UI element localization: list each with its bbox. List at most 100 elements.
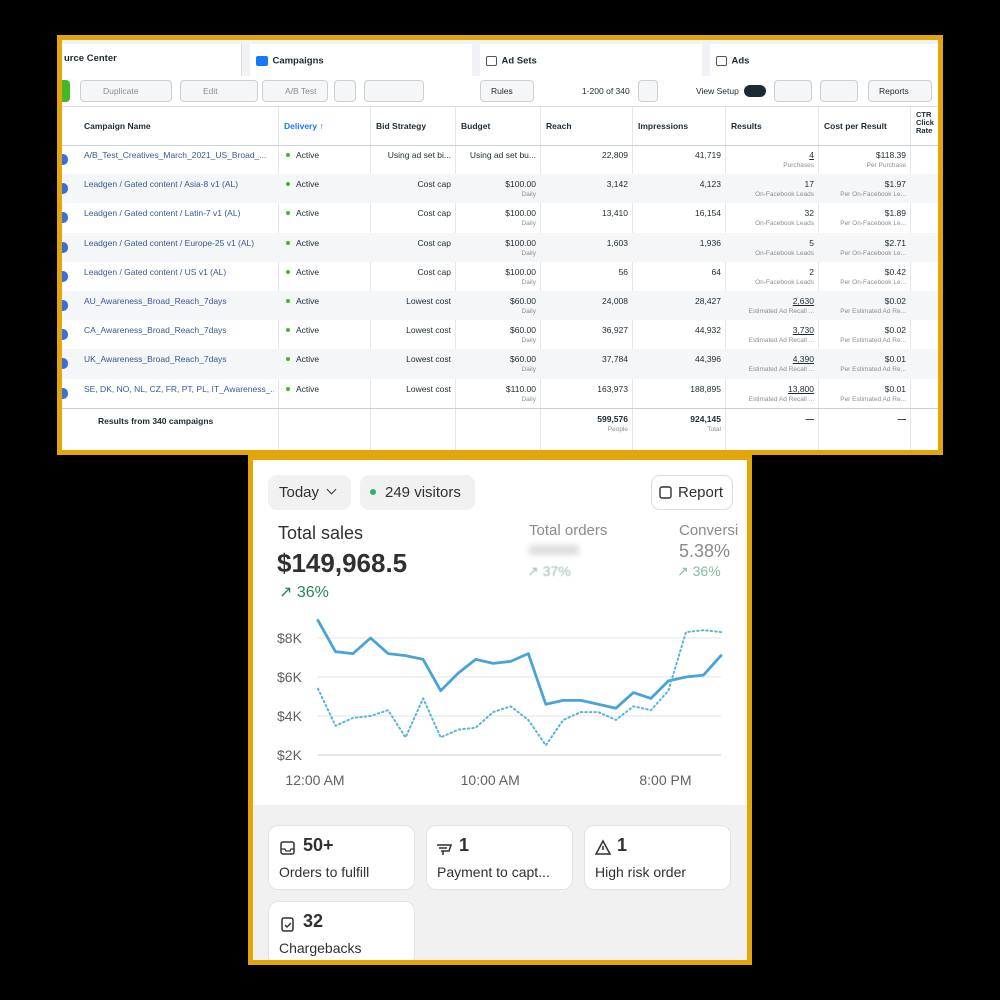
card[interactable]: 1 High risk order — [584, 825, 731, 890]
cell-note: Estimated Ad Recall ... — [748, 308, 814, 315]
cell-reach: 24,008 — [602, 296, 628, 306]
cell-budget: $100.00 — [505, 237, 536, 248]
edit-button[interactable]: Edit — [180, 80, 258, 102]
cell-note: On-Facebook Leads — [755, 191, 814, 199]
x-tick-label: 10:00 AM — [461, 772, 520, 788]
cell-cost-per-result: $118.39 — [875, 150, 906, 160]
cell-reach: 22,809 — [602, 150, 628, 160]
prev-button[interactable] — [638, 80, 658, 102]
row-marker — [62, 300, 68, 311]
cell-results: 2 — [809, 266, 814, 277]
cell-note: Estimated Ad Recall ... — [748, 337, 814, 345]
cell-reach: 1,603 — [606, 237, 628, 248]
cell-name: CA_Awareness_Broad_Reach_7days — [84, 325, 227, 336]
cell-bid-strategy: Lowest cost — [406, 296, 451, 306]
cell-impressions: 41,719 — [695, 150, 721, 160]
visitors[interactable]: 249 visitors — [360, 475, 475, 510]
column-divider — [632, 107, 633, 450]
pagination: 1-200 of 340 — [582, 86, 630, 96]
metric-label: Total orders — [529, 522, 608, 539]
duplicate-button[interactable]: Duplicate — [80, 80, 172, 102]
ab-test-button[interactable]: A/B Test — [262, 80, 328, 102]
delivery-status: Active — [296, 237, 320, 248]
cell-impressions: 16,154 — [695, 208, 721, 219]
metric-value: 5.38% — [679, 541, 731, 561]
card-label: Chargebacks — [279, 940, 362, 956]
create-button[interactable] — [62, 80, 70, 102]
cell-results: 4 — [809, 150, 814, 160]
tab-label: Ad Sets — [501, 55, 537, 67]
columns-button[interactable] — [774, 80, 812, 102]
tab-label: Campaigns — [272, 55, 324, 67]
column-divider — [725, 107, 726, 450]
row-marker — [62, 183, 68, 195]
tab[interactable]: Ad Sets — [480, 44, 702, 76]
series-line — [316, 619, 723, 710]
cell-results: 2,630 — [792, 296, 814, 306]
summary-cost-per-result: — — [897, 413, 907, 424]
card-value: 50+ — [303, 835, 334, 855]
series-line — [317, 629, 722, 747]
delivery-status: Active — [296, 354, 320, 365]
tab[interactable]: urce Center — [62, 44, 242, 76]
cell-cost-per-result: $0.01 — [884, 354, 906, 365]
card-label: Orders to fulfill — [279, 864, 370, 880]
metric-change: ↗ 36% — [279, 584, 329, 601]
icon-button[interactable] — [364, 80, 424, 102]
icon-button[interactable] — [334, 80, 356, 102]
cell-note: Daily — [521, 220, 536, 228]
cell-budget: Using ad set bu... — [469, 150, 536, 160]
row-marker — [62, 358, 68, 370]
card[interactable]: 1 Payment to capt... — [426, 825, 573, 890]
card-value: 32 — [303, 911, 324, 931]
breakdown-button[interactable] — [820, 80, 858, 102]
summary-unit: People — [607, 425, 628, 433]
cell-budget: $100.00 — [505, 179, 536, 190]
row-band — [62, 349, 938, 379]
row-marker — [62, 387, 68, 399]
column-divider — [455, 107, 456, 450]
cell-note: Per On-Facebook Le... — [840, 191, 906, 199]
metric-change: ↗ 36% — [677, 563, 721, 579]
row-band — [62, 291, 938, 321]
cell-note: Per Estimated Ad Re... — [840, 337, 906, 345]
cell-cost-per-result: $0.02 — [884, 296, 906, 306]
cell-note: Daily — [521, 395, 536, 403]
report-button[interactable]: Report — [651, 475, 733, 510]
cell-note: On-Facebook Leads — [755, 278, 814, 286]
column-header: Impressions — [638, 121, 689, 131]
cell-results: 4,390 — [792, 354, 814, 365]
date-filter[interactable]: Today — [268, 475, 351, 510]
card-value: 1 — [459, 835, 470, 855]
status-dot — [286, 211, 290, 216]
cell-note: On-Facebook Leads — [755, 220, 814, 228]
cell-reach: 56 — [618, 266, 628, 277]
cell-budget: $100.00 — [505, 208, 536, 219]
cell-note: Daily — [521, 278, 536, 286]
delivery-status: Active — [296, 208, 320, 219]
store-dashboard: Today 249 visitors Report Total sales $1… — [248, 455, 752, 965]
row-marker — [62, 154, 68, 165]
delivery-status: Active — [296, 296, 320, 306]
cell-name: UK_Awareness_Broad_Reach_7days — [84, 354, 227, 365]
reports-button[interactable]: Reports — [868, 80, 932, 102]
summary-unit: Total — [707, 425, 721, 433]
cell-results: 32 — [804, 208, 814, 219]
cell-reach: 36,927 — [602, 325, 628, 336]
cell-note: Daily — [521, 337, 536, 345]
rules-button[interactable]: Rules — [480, 80, 534, 102]
cell-bid-strategy: Cost cap — [417, 208, 451, 219]
column-header: Budget — [461, 121, 491, 131]
y-tick-label: $8K — [277, 630, 303, 646]
toggle[interactable] — [744, 85, 766, 97]
card[interactable]: 50+ Orders to fulfill — [268, 825, 415, 890]
tab[interactable]: Campaigns — [250, 44, 472, 76]
cell-note: Per Estimated Ad Re... — [840, 395, 906, 403]
column-header: Delivery ↑ — [284, 121, 324, 131]
cell-impressions: 44,396 — [695, 354, 721, 365]
tab[interactable]: Ads — [710, 44, 938, 76]
cell-name: A/B_Test_Creatives_March_2021_US_Broad_.… — [84, 150, 267, 160]
header-divider — [62, 145, 938, 146]
card[interactable]: 32 Chargebacks — [268, 901, 415, 960]
